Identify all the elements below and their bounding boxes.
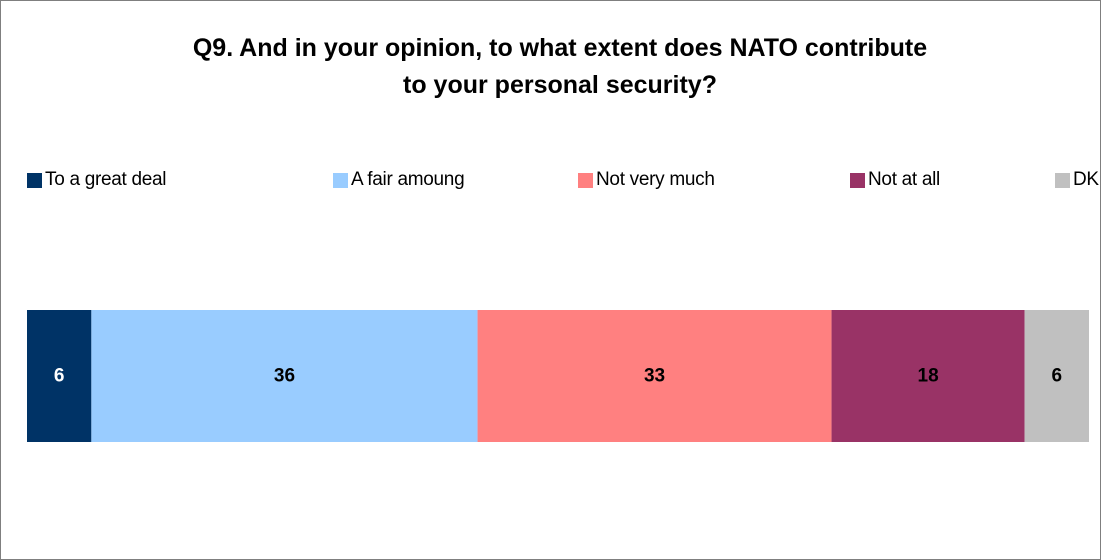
legend-item-not-very-much: Not very much xyxy=(578,167,715,193)
legend-swatch-not-at-all xyxy=(850,172,865,188)
chart-title: Q9. And in your opinion, to what extent … xyxy=(60,30,1060,104)
chart-title-line-1: Q9. And in your opinion, to what extent … xyxy=(192,34,928,62)
bar-label-not-at-all: 18 xyxy=(918,366,939,387)
chart-legend: To a great deal A fair amoung Not very m… xyxy=(0,167,1102,193)
legend-item-to-a-great-deal: To a great deal xyxy=(27,167,167,193)
legend-item-not-at-all: Not at all xyxy=(850,167,940,193)
bar-segment-not-very-much xyxy=(477,310,832,442)
legend-swatch-dk xyxy=(1055,172,1070,188)
bar-segment-a-fair-amoung xyxy=(91,310,478,442)
legend-item-a-fair-amoung: A fair amoung xyxy=(333,167,465,193)
bar-label-to-a-great-deal: 6 xyxy=(54,366,65,387)
chart-title-line-2: to your personal security? xyxy=(403,71,717,99)
legend-item-dk: DK xyxy=(1055,167,1099,193)
legend-swatch-to-a-great-deal xyxy=(27,172,42,188)
legend-label-not-at-all: Not at all xyxy=(868,169,940,190)
bar-segment-not-at-all xyxy=(831,310,1025,442)
legend-label-a-fair-amoung: A fair amoung xyxy=(351,169,465,190)
legend-label-dk: DK xyxy=(1073,169,1099,190)
bar-segment-dk xyxy=(1024,310,1089,442)
bar-segment-to-a-great-deal xyxy=(27,310,92,442)
legend-label-not-very-much: Not very much xyxy=(596,169,715,190)
bar-label-dk: 6 xyxy=(1052,366,1063,387)
bar-label-not-very-much: 33 xyxy=(644,366,665,387)
legend-swatch-a-fair-amoung xyxy=(333,172,348,188)
legend-swatch-not-very-much xyxy=(578,172,593,188)
legend-label-to-a-great-deal: To a great deal xyxy=(45,169,167,190)
bar-label-a-fair-amoung: 36 xyxy=(274,366,295,387)
